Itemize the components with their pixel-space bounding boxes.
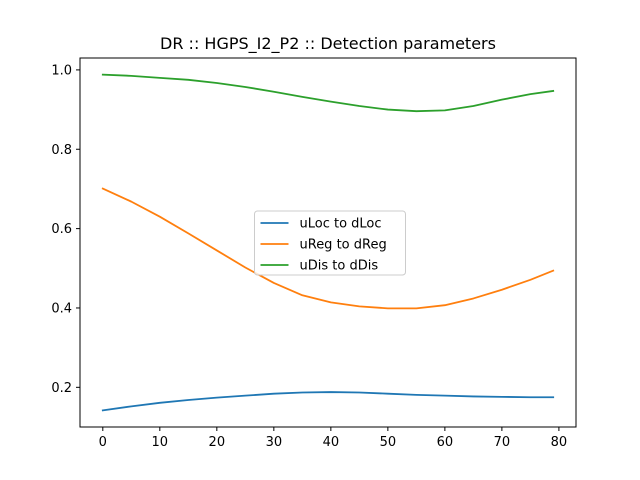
chart-legend: uLoc to dLoc uReg to dReg uDis to dDis xyxy=(254,210,406,276)
x-tick-label: 70 xyxy=(494,435,511,450)
series-line-3 xyxy=(101,73,555,113)
y-tick-label: 1.0 xyxy=(51,63,72,78)
series-line-2 xyxy=(101,187,555,310)
legend-label-3: uDis to dDis xyxy=(300,259,379,274)
axes-frame xyxy=(79,57,577,428)
y-tick-label: 0.6 xyxy=(51,222,72,237)
x-tick-label: 80 xyxy=(551,435,568,450)
series-line-1 xyxy=(101,391,555,412)
legend-label-1: uLoc to dLoc xyxy=(300,217,382,232)
x-tick-label: 20 xyxy=(209,435,226,450)
y-tick-label: 0.8 xyxy=(51,143,72,158)
x-tick-label: 10 xyxy=(152,435,169,450)
x-tick-label: 50 xyxy=(380,435,397,450)
x-tick-label: 30 xyxy=(266,435,283,450)
x-tick-label: 60 xyxy=(437,435,454,450)
chart-title: DR :: HGPS_I2_P2 :: Detection parameters xyxy=(160,34,496,54)
legend-box xyxy=(254,210,406,276)
legend-label-2: uReg to dReg xyxy=(300,238,387,253)
axes-layer: 0 10 20 30 40 50 60 70 80 0.2 0.4 0.6 0.8 1.0 xyxy=(51,57,577,450)
y-tick-label: 0.4 xyxy=(51,301,72,316)
y-tick-label: 0.2 xyxy=(51,381,72,396)
plot-content xyxy=(101,73,555,412)
x-tick-label: 40 xyxy=(323,435,340,450)
x-tick-label: 0 xyxy=(99,435,107,450)
